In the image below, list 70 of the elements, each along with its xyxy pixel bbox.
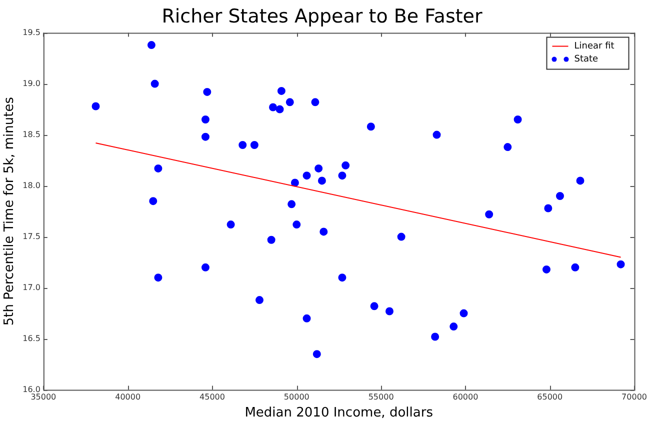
point bbox=[147, 41, 156, 50]
x-tick-label: 35000 bbox=[30, 392, 56, 402]
point bbox=[154, 274, 162, 282]
point bbox=[201, 132, 210, 141]
point bbox=[92, 102, 100, 110]
point bbox=[311, 98, 320, 106]
point bbox=[432, 130, 441, 139]
x-tick-label: 40000 bbox=[115, 392, 141, 402]
y-tick-label: 18.0 bbox=[22, 180, 40, 190]
point bbox=[238, 141, 247, 149]
legend-label: Linear fit bbox=[574, 42, 615, 52]
point bbox=[286, 98, 294, 106]
y-tick-label: 19.5 bbox=[22, 28, 40, 37]
point bbox=[314, 164, 323, 172]
y-tick-label: 18.5 bbox=[22, 130, 40, 139]
point bbox=[203, 88, 212, 96]
point bbox=[514, 116, 522, 124]
x-tick-label: 50000 bbox=[284, 392, 310, 402]
point bbox=[312, 350, 321, 358]
point bbox=[154, 164, 162, 172]
point bbox=[571, 263, 580, 272]
point bbox=[385, 307, 394, 316]
point bbox=[318, 176, 326, 185]
point bbox=[149, 197, 158, 206]
point bbox=[338, 274, 346, 282]
x-axis-title: Median 2010 Income, dollars bbox=[244, 406, 434, 421]
y-axis-title: 5th Percentile Time for 5k, minutes bbox=[2, 96, 18, 326]
y-tick-label: 17.0 bbox=[22, 282, 40, 292]
point bbox=[504, 143, 512, 152]
point bbox=[288, 200, 296, 208]
point bbox=[302, 314, 311, 322]
point bbox=[485, 210, 494, 218]
chart-title: Richer States Appear to Be Faster bbox=[162, 5, 482, 28]
point bbox=[576, 176, 584, 185]
point bbox=[542, 265, 550, 274]
point bbox=[460, 309, 468, 318]
point bbox=[226, 220, 235, 229]
point bbox=[320, 228, 328, 236]
point bbox=[150, 80, 159, 88]
point bbox=[450, 322, 458, 331]
point bbox=[302, 172, 311, 180]
point bbox=[267, 236, 276, 244]
point bbox=[397, 232, 406, 241]
legend-label: State bbox=[574, 54, 599, 65]
x-tick-label: 65000 bbox=[537, 392, 563, 402]
y-tick-label: 16.0 bbox=[22, 384, 40, 394]
point bbox=[290, 178, 299, 187]
point bbox=[370, 302, 378, 310]
point bbox=[269, 103, 278, 112]
point bbox=[366, 122, 375, 131]
point bbox=[292, 220, 301, 229]
point bbox=[250, 141, 258, 149]
point bbox=[338, 172, 346, 180]
point bbox=[544, 204, 552, 212]
point bbox=[277, 86, 286, 95]
x-tick-label: 45000 bbox=[200, 392, 225, 402]
point bbox=[201, 116, 210, 124]
point bbox=[276, 105, 284, 114]
point bbox=[201, 263, 210, 272]
y-tick-label: 19.0 bbox=[22, 78, 40, 88]
point bbox=[256, 296, 264, 304]
point bbox=[431, 332, 440, 341]
x-tick-label: 60000 bbox=[452, 392, 478, 402]
point bbox=[616, 260, 625, 268]
x-tick-label: 70000 bbox=[622, 392, 647, 402]
y-tick-label: 16.5 bbox=[22, 334, 40, 343]
y-tick-label: 17.5 bbox=[22, 232, 40, 241]
x-tick-label: 55000 bbox=[368, 392, 394, 402]
point bbox=[556, 192, 564, 200]
point bbox=[342, 161, 350, 170]
